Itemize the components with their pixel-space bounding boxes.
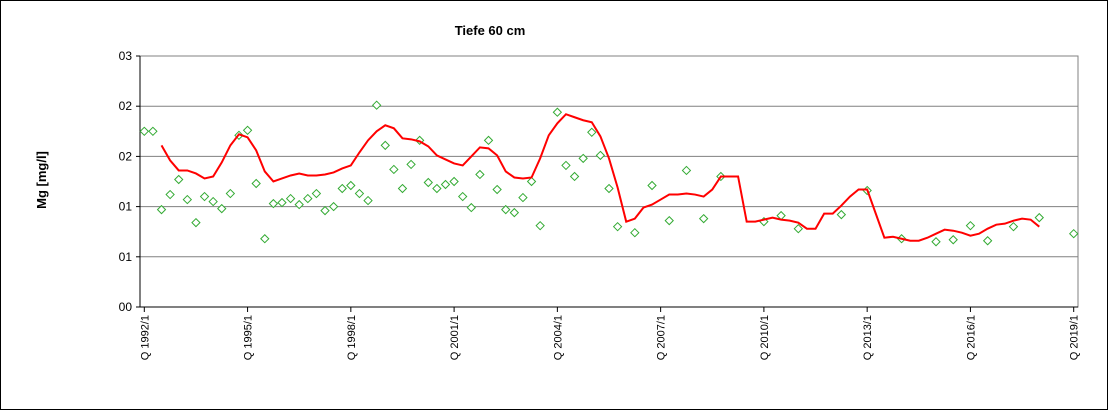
data-point <box>1008 221 1019 232</box>
data-point <box>337 183 347 194</box>
data-point <box>406 159 416 170</box>
x-tick-label: Q 2007/1 <box>656 315 668 360</box>
data-point <box>354 188 365 199</box>
x-tick-label: Q 2016/1 <box>965 315 977 360</box>
y-axis-label: Mg [mg/l] <box>34 151 49 209</box>
x-tick-label: Q 1995/1 <box>243 315 255 360</box>
data-point <box>681 165 692 176</box>
data-point <box>449 176 459 187</box>
y-tick-label: 02 <box>119 99 133 113</box>
average-line <box>160 113 1040 242</box>
data-point <box>139 126 150 137</box>
data-point <box>251 178 261 189</box>
data-point <box>561 160 571 171</box>
data-point <box>217 203 227 214</box>
data-point <box>965 220 976 231</box>
x-tick-label: Q 2019/1 <box>1069 315 1081 360</box>
data-point <box>397 183 408 194</box>
data-point <box>260 234 270 244</box>
data-point <box>1034 212 1044 223</box>
data-point <box>285 193 296 204</box>
data-point <box>371 100 382 110</box>
chart-title: Tiefe 60 cm <box>455 23 526 38</box>
data-point <box>191 217 201 228</box>
data-point <box>225 188 236 199</box>
data-point <box>647 180 657 191</box>
y-tick-label: 01 <box>119 200 133 214</box>
data-point <box>320 205 330 216</box>
data-point <box>148 126 158 137</box>
data-point <box>630 227 640 238</box>
data-point <box>526 176 537 187</box>
data-point <box>268 198 279 209</box>
data-point <box>380 140 390 151</box>
x-tick-label: Q 2004/1 <box>552 315 564 360</box>
y-tick-label: 03 <box>119 49 133 63</box>
data-point <box>931 237 941 247</box>
data-point <box>277 197 287 208</box>
x-tick-label: Q 1998/1 <box>346 315 358 360</box>
data-point <box>311 188 322 199</box>
data-point <box>457 191 468 202</box>
data-point <box>174 174 184 185</box>
data-point <box>595 150 606 161</box>
data-point <box>346 180 356 191</box>
data-point <box>199 191 210 202</box>
data-point <box>535 220 545 231</box>
data-point <box>363 195 373 206</box>
data-point <box>466 202 477 213</box>
data-point <box>165 189 175 200</box>
plot-area <box>139 55 1079 308</box>
data-point <box>483 135 494 146</box>
data-point <box>182 194 193 205</box>
data-point <box>1068 229 1079 239</box>
y-tick-label: 01 <box>119 250 133 264</box>
data-point <box>242 125 253 136</box>
x-tick-label: Q 2013/1 <box>862 315 874 360</box>
data-point <box>509 207 520 218</box>
data-point <box>303 193 313 204</box>
y-tick-label: 00 <box>119 300 133 314</box>
data-point <box>793 223 804 234</box>
data-point <box>552 107 563 117</box>
data-point <box>578 153 588 164</box>
data-point <box>440 179 451 190</box>
data-point <box>948 235 958 245</box>
data-point <box>389 164 399 175</box>
data-point <box>664 215 674 226</box>
data-point <box>836 209 847 220</box>
data-point <box>501 204 511 215</box>
data-point <box>604 183 614 194</box>
y-tick-label: 02 <box>119 149 133 163</box>
data-point <box>432 183 442 194</box>
x-tick-label: Q 2010/1 <box>759 315 771 360</box>
data-point <box>587 127 597 138</box>
data-point <box>294 199 304 210</box>
x-tick-label: Q 1992/1 <box>139 315 151 360</box>
data-point <box>612 221 623 232</box>
data-point <box>328 201 339 212</box>
x-tick-label: Q 2001/1 <box>449 315 461 360</box>
data-point <box>698 213 709 224</box>
data-point <box>156 204 167 215</box>
data-point <box>492 184 502 195</box>
data-point <box>208 196 218 207</box>
data-point <box>982 236 993 246</box>
data-point <box>475 169 485 180</box>
data-point <box>423 177 433 188</box>
data-point <box>518 192 528 203</box>
data-point <box>569 171 580 182</box>
